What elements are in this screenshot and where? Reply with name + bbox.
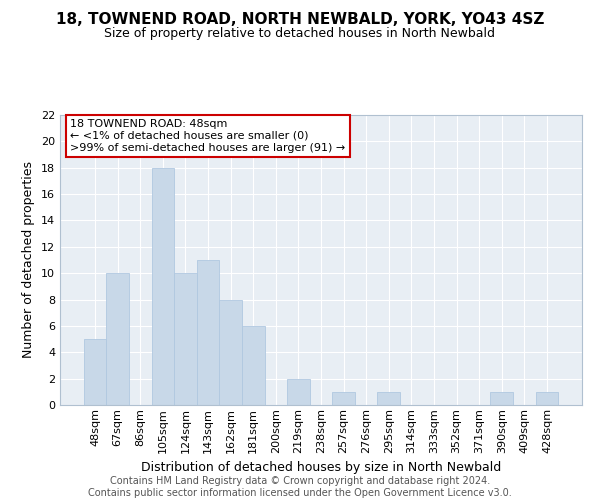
Text: Contains HM Land Registry data © Crown copyright and database right 2024.
Contai: Contains HM Land Registry data © Crown c…	[88, 476, 512, 498]
Text: 18, TOWNEND ROAD, NORTH NEWBALD, YORK, YO43 4SZ: 18, TOWNEND ROAD, NORTH NEWBALD, YORK, Y…	[56, 12, 544, 28]
Bar	[197, 260, 220, 405]
Bar	[377, 392, 400, 405]
Bar	[536, 392, 558, 405]
Bar	[174, 273, 197, 405]
Text: 18 TOWNEND ROAD: 48sqm
← <1% of detached houses are smaller (0)
>99% of semi-det: 18 TOWNEND ROAD: 48sqm ← <1% of detached…	[70, 120, 346, 152]
X-axis label: Distribution of detached houses by size in North Newbald: Distribution of detached houses by size …	[141, 461, 501, 474]
Bar	[332, 392, 355, 405]
Bar	[287, 378, 310, 405]
Bar	[490, 392, 513, 405]
Bar	[152, 168, 174, 405]
Y-axis label: Number of detached properties: Number of detached properties	[22, 162, 35, 358]
Text: Size of property relative to detached houses in North Newbald: Size of property relative to detached ho…	[104, 28, 496, 40]
Bar	[106, 273, 129, 405]
Bar	[220, 300, 242, 405]
Bar	[84, 339, 106, 405]
Bar	[242, 326, 265, 405]
